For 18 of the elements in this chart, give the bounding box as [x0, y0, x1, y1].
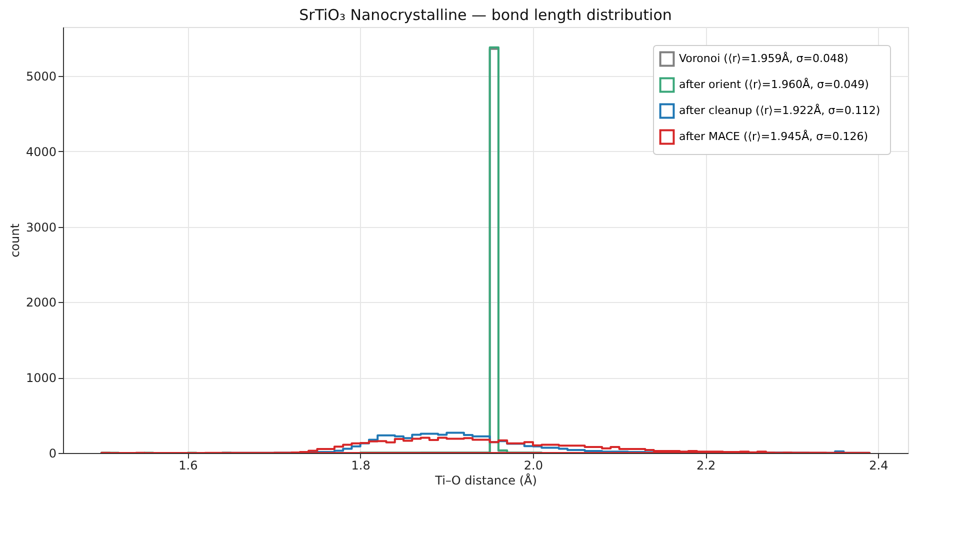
- x-axis-title: Ti–O distance (Å): [434, 472, 537, 488]
- x-tick-label: 2.0: [524, 458, 544, 472]
- y-tick-label: 1000: [26, 371, 56, 386]
- y-tick-label: 2000: [26, 296, 56, 310]
- x-tick-label: 2.2: [696, 458, 716, 472]
- y-axis-title: count: [8, 223, 22, 258]
- x-tick-label: 2.4: [869, 458, 888, 472]
- legend-label: Voronoi (⟨r⟩=1.959Å, σ=0.048): [679, 51, 848, 65]
- y-tick-label: 4000: [26, 144, 56, 159]
- chart-title: SrTiO₃ Nanocrystalline — bond length distribution: [299, 6, 672, 24]
- legend-label: after cleanup (⟨r⟩=1.922Å, σ=0.112): [679, 103, 880, 117]
- x-tick-label: 1.6: [178, 458, 198, 472]
- x-tick-label: 1.8: [351, 458, 370, 472]
- y-tick-label: 5000: [26, 70, 56, 84]
- legend-label: after orient (⟨r⟩=1.960Å, σ=0.049): [679, 77, 869, 91]
- legend-label: after MACE (⟨r⟩=1.945Å, σ=0.126): [679, 129, 868, 143]
- y-tick-label: 0: [48, 446, 56, 460]
- y-tick-label: 3000: [26, 220, 56, 234]
